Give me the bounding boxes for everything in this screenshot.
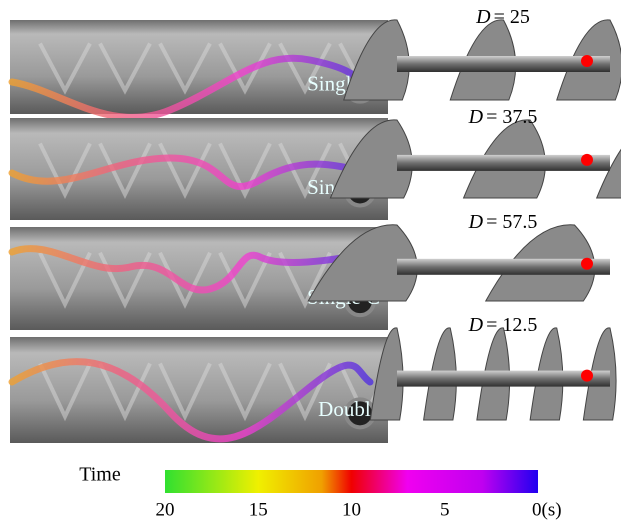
pitch-symbol: D xyxy=(475,6,491,28)
colorbar-tick-label: 20 xyxy=(156,499,175,520)
screw-shadow xyxy=(98,42,152,95)
screw-flight xyxy=(369,327,404,421)
screw-shadow xyxy=(158,362,212,422)
marker xyxy=(581,369,593,382)
colorbar-tick-label: 0(s) xyxy=(532,499,562,520)
screw-shadow xyxy=(278,142,332,200)
screw-shadow xyxy=(158,42,212,95)
screw-flight xyxy=(307,224,418,302)
screw-shaft xyxy=(397,56,610,72)
screw xyxy=(329,119,621,199)
screw-shadow xyxy=(218,42,272,95)
pitch-symbol: D xyxy=(468,314,484,336)
panel-label: Double xyxy=(318,397,380,421)
screw-flight xyxy=(329,119,413,199)
colorbar-tick-label: 15 xyxy=(249,499,268,520)
pitch-label: D = 25 xyxy=(475,6,530,28)
screw-shadow xyxy=(218,142,272,200)
colorbar-title: Time xyxy=(79,464,121,486)
pitch-symbol: D xyxy=(468,106,484,128)
screw-shaft xyxy=(397,154,610,171)
pitch-value: = 57.5 xyxy=(486,211,537,233)
marker xyxy=(581,153,593,166)
screw-shadow xyxy=(218,362,272,422)
screw-shadow xyxy=(278,251,332,309)
marker xyxy=(581,55,593,67)
pitch-value: = 25 xyxy=(494,6,530,28)
trajectory xyxy=(8,54,374,121)
marker xyxy=(581,257,593,270)
screw xyxy=(343,19,621,101)
trajectory xyxy=(8,154,374,190)
pitch-label: D = 57.5 xyxy=(468,211,538,233)
colorbar xyxy=(165,470,538,493)
screw-shadow xyxy=(38,42,92,95)
pitch-label: D = 37.5 xyxy=(468,106,538,128)
screw-flight xyxy=(595,148,621,199)
screw-flight xyxy=(343,19,410,101)
screw-shadow xyxy=(218,251,272,309)
screw-shaft xyxy=(397,258,610,275)
colorbar-tick-label: 5 xyxy=(440,499,450,520)
screw-shadow xyxy=(98,362,152,422)
pitch-symbol: D xyxy=(468,211,484,233)
pitch-value: = 37.5 xyxy=(486,106,537,128)
screw-shadow xyxy=(38,362,92,422)
screw xyxy=(369,327,617,421)
pitch-label: D = 12.5 xyxy=(468,314,538,336)
trajectory xyxy=(8,245,374,294)
screw-shadow xyxy=(38,251,92,309)
pitch-value: = 12.5 xyxy=(486,314,537,336)
trajectory xyxy=(8,358,374,443)
screw-shaft xyxy=(397,370,610,387)
colorbar-tick-label: 10 xyxy=(342,499,361,520)
screw-shadow xyxy=(38,142,92,200)
screw xyxy=(307,224,610,302)
